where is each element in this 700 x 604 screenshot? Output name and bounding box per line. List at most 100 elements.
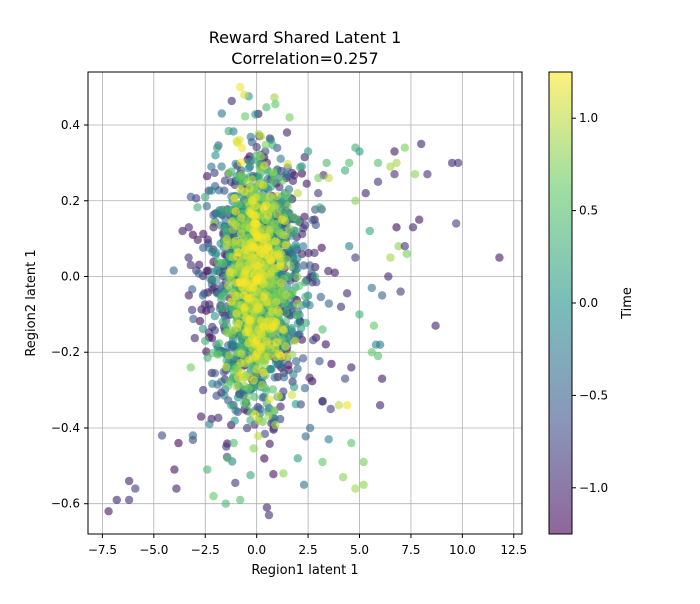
data-point bbox=[289, 213, 298, 222]
data-point bbox=[237, 349, 246, 359]
data-point bbox=[310, 272, 320, 281]
data-point bbox=[324, 173, 333, 183]
data-point bbox=[373, 177, 383, 186]
data-point bbox=[236, 358, 245, 368]
data-point bbox=[270, 406, 279, 415]
data-point bbox=[227, 217, 236, 226]
data-point bbox=[318, 325, 327, 334]
data-point bbox=[347, 363, 356, 372]
data-point bbox=[268, 140, 277, 150]
data-point bbox=[299, 261, 308, 270]
data-point bbox=[252, 305, 262, 314]
data-point bbox=[315, 203, 325, 212]
colorbar bbox=[549, 72, 572, 534]
data-point bbox=[351, 143, 360, 152]
data-point bbox=[244, 164, 253, 173]
data-point bbox=[321, 340, 330, 349]
data-point bbox=[277, 176, 287, 185]
data-point bbox=[367, 283, 376, 293]
data-point bbox=[276, 402, 285, 411]
data-point bbox=[276, 352, 286, 361]
data-point bbox=[410, 170, 420, 179]
data-point bbox=[390, 147, 399, 156]
data-point bbox=[265, 395, 274, 404]
data-point bbox=[170, 465, 179, 474]
data-point bbox=[386, 162, 395, 171]
data-point bbox=[287, 390, 297, 400]
data-point bbox=[234, 319, 243, 328]
data-point bbox=[236, 158, 246, 167]
data-point bbox=[275, 182, 284, 192]
data-point bbox=[189, 314, 198, 324]
data-point bbox=[186, 192, 195, 201]
y-axis-label: Region2 latent 1 bbox=[24, 249, 39, 356]
data-point bbox=[246, 209, 255, 218]
data-point bbox=[265, 439, 274, 448]
data-point bbox=[293, 264, 302, 273]
x-tick-label: 5.0 bbox=[350, 543, 369, 557]
data-point bbox=[396, 287, 405, 296]
data-point bbox=[250, 410, 260, 419]
data-point bbox=[269, 167, 278, 177]
data-point bbox=[264, 352, 273, 361]
data-point bbox=[194, 269, 204, 278]
y-tick-label: −0.4 bbox=[51, 421, 80, 435]
data-point bbox=[209, 491, 218, 501]
data-point bbox=[249, 219, 259, 228]
y-tick-label: 0.2 bbox=[61, 194, 80, 208]
data-point bbox=[301, 432, 310, 441]
data-point bbox=[317, 243, 326, 252]
data-point bbox=[198, 324, 208, 334]
data-point bbox=[293, 189, 302, 198]
data-point bbox=[292, 311, 302, 320]
data-point bbox=[291, 226, 300, 236]
data-point bbox=[222, 235, 231, 244]
data-point bbox=[227, 96, 236, 106]
data-point bbox=[290, 336, 300, 346]
data-point bbox=[262, 103, 271, 112]
data-point bbox=[285, 113, 294, 122]
data-point bbox=[265, 225, 274, 235]
data-point bbox=[266, 255, 275, 264]
data-point bbox=[212, 248, 221, 258]
data-point bbox=[265, 247, 274, 256]
data-point bbox=[296, 324, 306, 333]
data-point bbox=[235, 261, 244, 270]
data-point bbox=[205, 420, 214, 429]
data-point bbox=[195, 316, 205, 326]
data-point bbox=[188, 285, 197, 294]
data-point bbox=[390, 170, 399, 179]
data-point bbox=[316, 292, 325, 302]
colorbar-ticks: −1.0 −0.5 0.0 0.5 1.0 bbox=[572, 111, 608, 495]
data-point bbox=[324, 266, 333, 276]
data-point bbox=[326, 404, 335, 414]
data-point bbox=[342, 289, 352, 298]
data-point bbox=[400, 143, 409, 152]
data-point bbox=[218, 292, 227, 301]
data-point bbox=[198, 291, 208, 300]
data-point bbox=[218, 205, 228, 214]
data-point bbox=[256, 152, 265, 161]
data-point bbox=[199, 385, 208, 395]
data-point bbox=[233, 373, 243, 382]
data-point bbox=[281, 290, 291, 300]
data-point bbox=[209, 223, 218, 232]
data-point bbox=[324, 299, 334, 308]
data-point bbox=[224, 168, 233, 178]
data-point bbox=[242, 394, 251, 403]
data-point bbox=[270, 93, 279, 102]
data-point bbox=[286, 262, 295, 271]
y-axis-ticks: −0.6 −0.4 −0.2 0.0 0.2 0.4 bbox=[51, 118, 88, 511]
x-tick-label: 7.5 bbox=[401, 543, 420, 557]
data-point bbox=[210, 312, 220, 321]
data-point bbox=[240, 187, 249, 196]
data-point bbox=[400, 242, 409, 251]
data-point bbox=[224, 351, 234, 360]
data-point bbox=[305, 423, 315, 433]
data-point bbox=[240, 112, 250, 121]
data-point bbox=[305, 261, 314, 270]
data-point bbox=[281, 240, 290, 250]
data-point bbox=[305, 301, 314, 310]
data-point bbox=[214, 186, 224, 195]
